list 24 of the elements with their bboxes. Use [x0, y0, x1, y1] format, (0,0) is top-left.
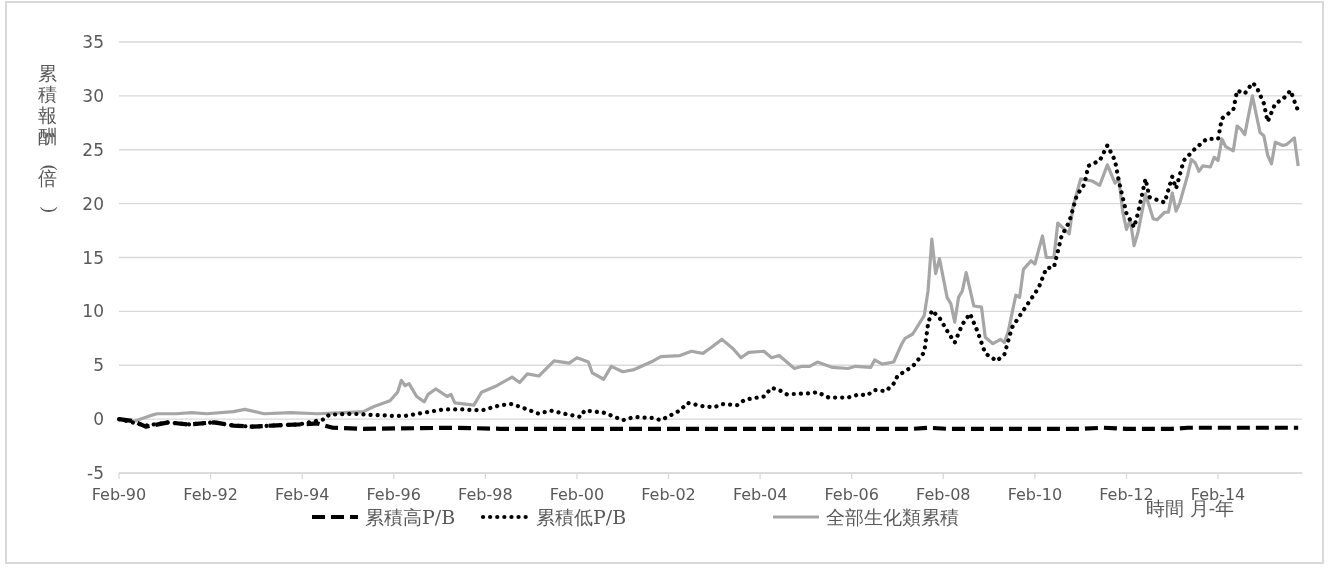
- x-tick-label: Feb-94: [274, 485, 330, 504]
- x-tick-label: Feb-98: [458, 485, 513, 504]
- legend-label: 累積低P/B: [536, 506, 627, 528]
- y-tick-label: 0: [93, 409, 104, 430]
- legend-label: 全部生化類累積: [826, 506, 959, 528]
- y-tick-label: 5: [93, 355, 104, 376]
- x-tick-label: Feb-04: [732, 485, 788, 504]
- x-tick-label: Feb-96: [366, 485, 421, 504]
- x-tick-label: Feb-08: [916, 485, 971, 504]
- x-tick-label: Feb-02: [641, 485, 696, 504]
- y-tick-label: -5: [87, 463, 104, 483]
- y-tick-label: 10: [82, 301, 104, 322]
- y-tick-label: 30: [82, 85, 104, 106]
- y-tick-label: 35: [82, 32, 104, 52]
- x-tick-label: Feb-00: [549, 485, 605, 504]
- y-tick-label: 15: [82, 247, 104, 268]
- x-tick-label: Feb-92: [183, 485, 238, 504]
- y-tick-label: 20: [82, 193, 104, 214]
- y-tick-label: 25: [82, 139, 104, 160]
- y-axis-title: 累積報酬(倍): [37, 62, 62, 214]
- x-tick-label: Feb-06: [824, 485, 879, 504]
- x-tick-label: Feb-90: [91, 485, 147, 504]
- x-tick-label: Feb-10: [1007, 485, 1063, 504]
- legend-label: 累積高P/B: [365, 506, 456, 528]
